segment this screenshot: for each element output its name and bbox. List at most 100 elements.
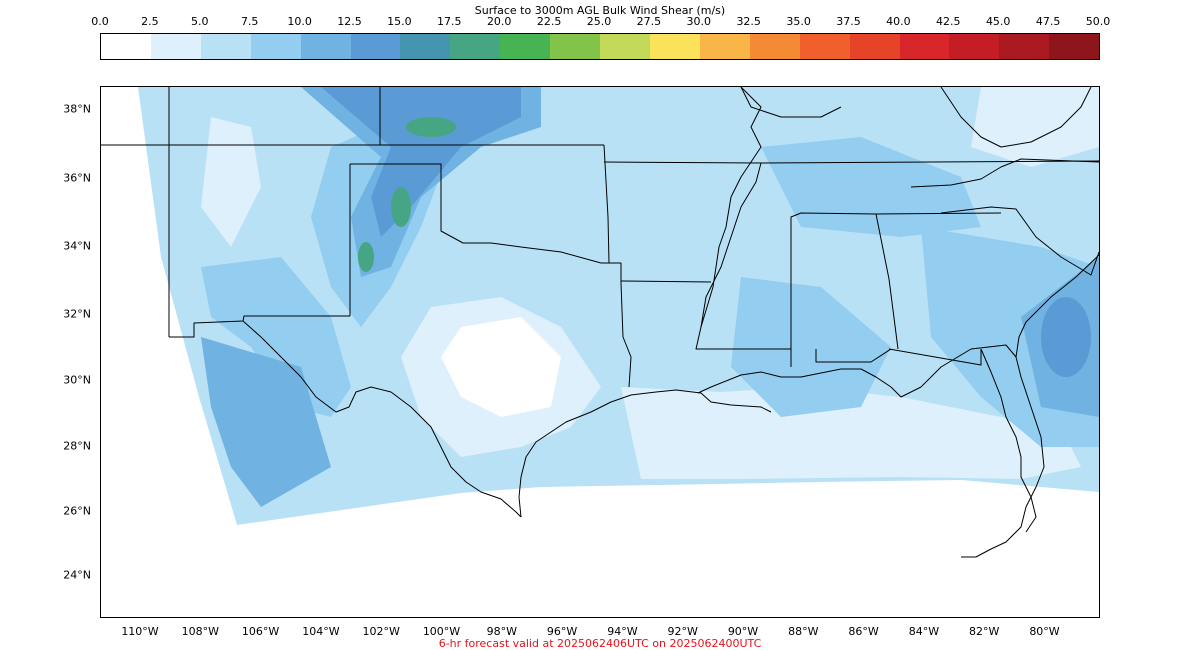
latitude-label: 30°N	[63, 373, 91, 387]
shear-core-region-plains	[321, 87, 521, 237]
colorbar-tick-label: 7.5	[240, 15, 259, 28]
colorbar-tick-label: 30.0	[686, 15, 712, 28]
shear-low-region-gulf	[621, 387, 1081, 479]
border-tx-mexico	[242, 320, 522, 518]
colorbar-tick-label: 37.5	[836, 15, 861, 28]
border-ar-south	[620, 280, 712, 283]
longitude-label: 104°W	[302, 625, 340, 638]
longitude-label: 94°W	[607, 625, 638, 638]
colorbar-swatch	[450, 34, 501, 59]
colorbar-title: Surface to 3000m AGL Bulk Wind Shear (m/…	[474, 4, 726, 17]
colorbar-tick-label: 35.0	[786, 15, 811, 28]
coast-florida-gulf-side	[980, 348, 1037, 533]
colorbar-swatch	[699, 34, 750, 59]
colorbar-swatch	[400, 34, 451, 59]
colorbar-tick-label: 27.5	[636, 15, 662, 28]
colorbar-swatch	[101, 34, 151, 59]
border-va-ky	[740, 87, 842, 118]
shear-mid-region-central	[731, 277, 891, 417]
map-svg	[101, 87, 1099, 558]
coast-gulf-texas	[518, 389, 772, 518]
colorbar-swatch	[749, 34, 800, 59]
forecast-valid-text: 6-hr forecast valid at 2025062406UTC on …	[438, 637, 762, 650]
colorbar-swatch	[1049, 34, 1100, 59]
border-ms-river	[700, 87, 762, 328]
longitude-label: 96°W	[546, 625, 578, 638]
colorbar-tick-label: 15.0	[387, 15, 412, 28]
colorbar-swatch	[899, 34, 950, 59]
border-la-west	[622, 336, 632, 388]
colorbar-tick-label: 47.5	[1035, 15, 1061, 28]
border-ms-al	[790, 212, 899, 367]
coast-atlantic	[1015, 254, 1099, 358]
shear-core-region-atlantic	[1041, 297, 1091, 377]
shear-peak-cell-a	[406, 117, 456, 137]
coast-gulf-louisiana-mississippi	[697, 368, 922, 398]
longitude-label: 82°W	[969, 625, 1000, 638]
longitude-label: 102°W	[362, 625, 400, 638]
colorbar-swatch	[200, 34, 251, 59]
colorbar-tick-label: 17.5	[437, 15, 462, 28]
longitude-label: 110°W	[121, 625, 159, 638]
colorbar-swatch	[849, 34, 900, 59]
border-ga-north	[875, 212, 1002, 215]
colorbar-swatch	[600, 34, 650, 59]
border-ga-al-fl	[888, 348, 982, 366]
shear-white-region-sw	[201, 117, 261, 247]
colorbar-tick-labels: 0.0 2.5 5.0 7.5 10.0 12.5 15.0 17.5 20.0 22.5 25.0…	[0, 15, 1200, 29]
colorbar-tick-label: 20.0	[486, 15, 512, 28]
border-nc-sc	[910, 158, 1099, 188]
coast-florida	[920, 344, 1045, 558]
colorbar-tick-label: 5.0	[191, 15, 209, 28]
latitude-label: 26°N	[63, 504, 91, 518]
longitude-label: 84°W	[908, 625, 940, 638]
colorbar-swatch	[999, 34, 1050, 59]
border-ok-east	[603, 144, 610, 264]
shear-mid-region-west	[201, 257, 351, 417]
colorbar-swatch	[949, 34, 1000, 59]
colorbar-swatch	[550, 34, 601, 59]
border-tn-ky	[760, 160, 1099, 164]
shear-mid-region-ohio	[761, 137, 981, 237]
colorbar-tick-label: 2.5	[141, 15, 159, 28]
colorbar-tick-label: 50.0	[1085, 15, 1111, 28]
colorbar-swatch	[300, 34, 351, 59]
longitude-label: 106°W	[241, 625, 280, 638]
colorbar-tick-label: 42.5	[936, 15, 961, 28]
colorbar-swatch	[350, 34, 401, 59]
longitude-label: 90°W	[727, 625, 759, 638]
longitude-label: 80°W	[1029, 625, 1060, 638]
colorbar	[100, 33, 1100, 60]
colorbar-tick-label: 22.5	[536, 15, 562, 28]
latitude-label: 24°N	[63, 568, 91, 582]
shear-peak-cell-b	[391, 187, 411, 227]
border-wv-va	[940, 87, 1092, 148]
colorbar-swatch	[649, 34, 700, 59]
colorbar-swatch	[500, 34, 551, 59]
map-panel	[100, 86, 1100, 618]
colorbar-tick-label: 0.0	[91, 15, 109, 28]
colorbar-tick-label: 10.0	[287, 15, 312, 28]
border-la-north-mississippi	[695, 162, 791, 350]
colorbar-swatch	[150, 34, 201, 59]
boundaries	[101, 87, 1099, 558]
longitude-label: 86°W	[848, 625, 879, 638]
longitude-label: 92°W	[667, 625, 698, 638]
latitude-label: 38°N	[63, 102, 91, 116]
shear-mid-region-southwest	[201, 337, 331, 507]
colorbar-tick-label: 32.5	[736, 15, 761, 28]
latitude-label: 32°N	[63, 307, 91, 321]
latitude-label: 34°N	[63, 239, 91, 253]
colorbar-tick-label: 25.0	[586, 15, 612, 28]
longitude-label: 108°W	[181, 625, 219, 638]
colorbar-swatch	[250, 34, 301, 59]
colorbar-tick-label: 40.0	[886, 15, 911, 28]
shear-peak-cell-c	[358, 242, 374, 272]
longitude-label: 88°W	[788, 625, 819, 638]
border-ok-north	[603, 161, 762, 164]
shear-field	[138, 87, 1099, 525]
colorbar-swatch	[799, 34, 850, 59]
colorbar-tick-label: 45.0	[985, 15, 1011, 28]
border-nm-south	[169, 315, 350, 338]
longitude-label: 98°W	[486, 625, 517, 638]
